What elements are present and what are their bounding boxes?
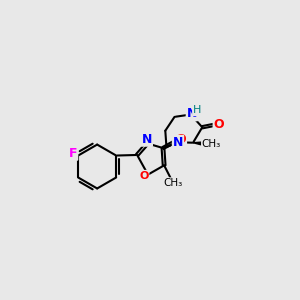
Text: H: H (193, 105, 201, 116)
Text: O: O (176, 134, 186, 146)
Text: N: N (173, 136, 183, 149)
Text: N: N (187, 107, 197, 120)
Text: O: O (139, 171, 148, 181)
Text: N: N (142, 133, 152, 146)
Text: F: F (69, 147, 77, 160)
Text: CH₃: CH₃ (164, 178, 183, 188)
Text: CH₃: CH₃ (202, 139, 221, 149)
Polygon shape (193, 142, 206, 146)
Text: O: O (214, 118, 224, 131)
